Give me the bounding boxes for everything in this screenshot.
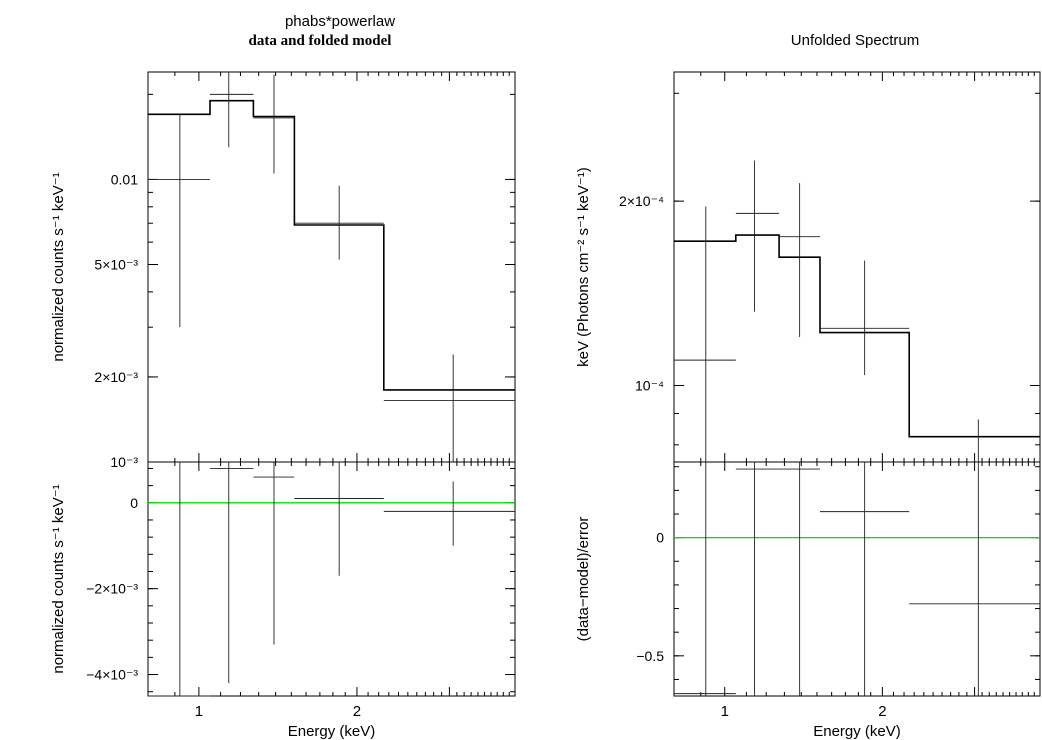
y-axis-label: normalized counts s⁻¹ keV⁻¹ bbox=[50, 484, 67, 673]
right-title: Unfolded Spectrum bbox=[791, 32, 919, 49]
data-point bbox=[779, 183, 820, 337]
x-tick-label: 1 bbox=[721, 703, 729, 720]
model-line bbox=[148, 99, 515, 391]
data-point bbox=[819, 260, 910, 376]
data-point bbox=[735, 160, 780, 312]
data-point bbox=[674, 462, 736, 696]
data-point bbox=[674, 206, 736, 462]
y-tick-label: 2×10⁻⁴ bbox=[619, 193, 664, 209]
left-title: phabs*powerlaw bbox=[285, 13, 395, 30]
y-axis-label: keV (Photons cm⁻² s⁻¹ keV⁻¹) bbox=[575, 167, 592, 367]
y-tick-label: 0 bbox=[130, 495, 138, 511]
data-point bbox=[909, 462, 1040, 696]
y-tick-label: 10⁻³ bbox=[110, 454, 138, 470]
data-point bbox=[294, 462, 384, 576]
y-tick-label: −2×10⁻³ bbox=[86, 581, 138, 597]
y-tick-label: −4×10⁻³ bbox=[86, 667, 138, 683]
panels: 0.01 5×10⁻³ 2×10⁻³ 10⁻³ normalized counts s⁻… bbox=[50, 71, 1041, 740]
y-axis-label: (data−model)/error bbox=[575, 517, 592, 642]
panel-unfolded-spectrum: 2×10⁻⁴ 10⁻⁴ keV (Photons cm⁻² s⁻¹ keV⁻¹) bbox=[575, 71, 1041, 463]
x-tick-label: 2 bbox=[353, 703, 361, 720]
data-point bbox=[148, 114, 211, 328]
panel-data-and-folded-model: 0.01 5×10⁻³ 2×10⁻³ 10⁻³ normalized counts s⁻… bbox=[50, 71, 516, 470]
x-tick-label: 2 bbox=[878, 703, 886, 720]
y-tick-label: 5×10⁻³ bbox=[94, 256, 138, 272]
data-point bbox=[210, 462, 254, 684]
panel-residuals-counts: 1 2 Energy (keV) 0 −2×10⁻³ −4×10⁻³ normalized … bbox=[50, 461, 516, 740]
x-tick-label: 1 bbox=[195, 703, 203, 720]
y-tick-label: 0.01 bbox=[111, 171, 138, 187]
data-point bbox=[294, 185, 384, 260]
data-point bbox=[383, 481, 515, 546]
data-point bbox=[253, 462, 295, 645]
plot-frame bbox=[147, 71, 516, 463]
plot-frame bbox=[673, 461, 1041, 697]
x-axis-label: Energy (keV) bbox=[813, 723, 901, 740]
y-tick-label: 2×10⁻³ bbox=[94, 369, 138, 385]
y-axis-label: normalized counts s⁻¹ keV⁻¹ bbox=[50, 172, 67, 361]
data-point bbox=[253, 74, 295, 174]
panel-residuals-ratio: 1 2 Energy (keV) 0 −0.5 (data−model)/error bbox=[575, 461, 1041, 740]
data-point bbox=[210, 72, 254, 148]
y-tick-label: 10⁻⁴ bbox=[635, 377, 664, 393]
y-tick-label: 0 bbox=[656, 530, 664, 546]
left-subtitle: data and folded model bbox=[249, 33, 392, 49]
data-point bbox=[383, 354, 515, 462]
data-point bbox=[779, 462, 820, 696]
x-axis-label: Energy (keV) bbox=[288, 723, 376, 740]
data-point bbox=[735, 462, 780, 696]
data-point bbox=[148, 462, 211, 697]
plot-frame bbox=[673, 71, 1041, 463]
plot-frame bbox=[147, 461, 516, 697]
data-point bbox=[819, 462, 910, 696]
model-line bbox=[674, 234, 1040, 438]
y-tick-label: −0.5 bbox=[636, 648, 664, 664]
